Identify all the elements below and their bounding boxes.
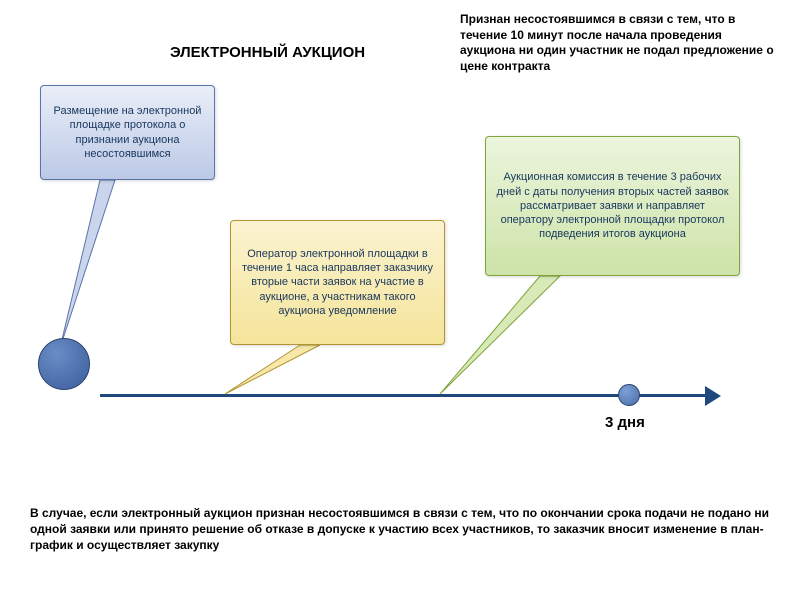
callout-1-pointer bbox=[60, 180, 115, 348]
callout-3-pointer bbox=[440, 276, 560, 394]
callout-operator-text: Оператор электронной площадки в течение … bbox=[241, 247, 434, 318]
callout-placement-text: Размещение на электронной площадке прото… bbox=[51, 104, 204, 161]
callout-commission: Аукционная комиссия в течение 3 рабочих … bbox=[485, 136, 740, 276]
callout-2-pointer bbox=[225, 345, 320, 394]
callout-operator: Оператор электронной площадки в течение … bbox=[230, 220, 445, 345]
timeline-start-node bbox=[38, 338, 90, 390]
timeline-milestone-node bbox=[618, 384, 640, 406]
callout-placement: Размещение на электронной площадке прото… bbox=[40, 85, 215, 180]
callout-commission-text: Аукционная комиссия в течение 3 рабочих … bbox=[496, 170, 729, 241]
